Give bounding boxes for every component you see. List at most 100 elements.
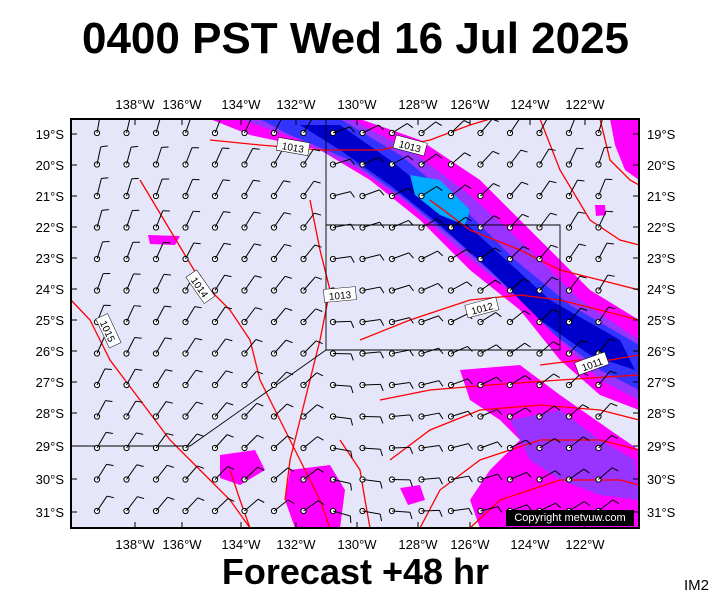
wind-barb bbox=[152, 464, 174, 483]
wind-barb bbox=[447, 507, 473, 515]
wind-barb bbox=[182, 147, 199, 168]
wind-barb bbox=[359, 381, 384, 392]
wind-barb bbox=[300, 119, 320, 137]
lat-label-left: 19°S bbox=[36, 127, 65, 142]
wind-barb bbox=[359, 350, 384, 359]
wind-barb bbox=[388, 381, 414, 389]
wind-barb bbox=[270, 339, 293, 357]
wind-barb bbox=[329, 350, 354, 361]
wind-barb bbox=[477, 506, 503, 515]
rain-band-extreme bbox=[410, 175, 470, 225]
lat-label-right: 29°S bbox=[647, 439, 676, 454]
wind-barb bbox=[241, 179, 261, 200]
wind-barb bbox=[506, 310, 531, 326]
image-code: IM2 bbox=[683, 577, 709, 594]
wind-barb bbox=[241, 434, 264, 452]
wind-barb bbox=[388, 349, 414, 357]
wind-barb bbox=[447, 152, 471, 168]
wind-barb bbox=[565, 436, 590, 452]
wind-barb bbox=[241, 211, 261, 231]
wind-barb bbox=[270, 371, 294, 389]
wind-barb bbox=[565, 275, 587, 294]
wind-barb bbox=[359, 444, 383, 457]
wind-barb bbox=[506, 213, 529, 231]
wind-barb bbox=[93, 209, 109, 231]
wind-barb bbox=[418, 412, 444, 420]
wind-barb bbox=[241, 339, 263, 357]
wind-barb bbox=[329, 476, 352, 491]
wind-barb bbox=[329, 413, 354, 426]
wind-barb bbox=[565, 339, 588, 357]
wind-barb bbox=[123, 209, 140, 231]
wind-barb bbox=[595, 306, 616, 326]
wind-barb bbox=[565, 211, 586, 231]
wind-barb bbox=[388, 317, 414, 326]
wind-barb bbox=[418, 444, 444, 452]
wind-barb bbox=[270, 403, 294, 420]
wind-barb bbox=[359, 507, 383, 522]
map-axes: 138°W 138°W 136°W 136°W 134°W 134°W 132°W 132°W… bbox=[36, 97, 676, 552]
wind-barb bbox=[536, 276, 559, 294]
wind-barb bbox=[595, 370, 617, 389]
copyright-badge: Copyright metvuw.com bbox=[506, 510, 634, 526]
wind-barb bbox=[359, 476, 383, 489]
wind-barb bbox=[447, 410, 473, 420]
wind-barb bbox=[300, 340, 323, 357]
wind-barb bbox=[152, 119, 161, 137]
wind-barb bbox=[447, 120, 471, 137]
rain-patch-northeast bbox=[610, 119, 639, 180]
wind-barb bbox=[182, 119, 191, 137]
isobar-label-5: 1013 bbox=[329, 290, 353, 303]
wind-barb bbox=[418, 476, 443, 485]
wind-barb bbox=[536, 470, 561, 483]
wind-barb bbox=[152, 273, 171, 294]
map-frame bbox=[70, 118, 640, 529]
wind-barb bbox=[211, 434, 234, 452]
wind-barb bbox=[447, 378, 473, 389]
wind-barb bbox=[93, 177, 109, 200]
wind-barb bbox=[418, 507, 443, 518]
wind-barb bbox=[241, 243, 262, 263]
wind-barb bbox=[152, 146, 169, 168]
lat-label-left: 21°S bbox=[36, 189, 65, 204]
wind-barb bbox=[211, 402, 234, 420]
wind-barb bbox=[270, 243, 292, 263]
wind-barb bbox=[477, 441, 503, 452]
wind-barb bbox=[241, 275, 262, 294]
wind-barb bbox=[241, 147, 260, 168]
lat-label-left: 26°S bbox=[36, 344, 65, 359]
wind-barb bbox=[595, 274, 615, 294]
rain-patch-south-1 bbox=[220, 450, 265, 485]
wind-barb bbox=[123, 336, 142, 357]
rain-patch-south-3 bbox=[400, 485, 425, 505]
wind-barb bbox=[595, 402, 618, 420]
wind-barb bbox=[477, 183, 500, 200]
lat-label-right: 24°S bbox=[647, 282, 676, 297]
wind-barb bbox=[152, 337, 172, 357]
wind-barb bbox=[241, 402, 264, 420]
lon-label-bottom: 124°W bbox=[510, 537, 550, 552]
lat-label-left: 25°S bbox=[36, 313, 65, 328]
wind-barb bbox=[241, 498, 265, 515]
wind-barb bbox=[211, 242, 231, 263]
wind-barb bbox=[388, 284, 414, 294]
wind-barb bbox=[506, 246, 530, 263]
lat-label-left: 24°S bbox=[36, 282, 65, 297]
wind-barb bbox=[447, 216, 472, 231]
wind-barb bbox=[300, 468, 325, 483]
wind-barb bbox=[93, 145, 108, 168]
wind-barb bbox=[329, 126, 355, 137]
lat-label-right: 31°S bbox=[647, 505, 676, 520]
wind-barb bbox=[359, 157, 385, 168]
wind-barb bbox=[447, 346, 473, 357]
wind-barb bbox=[270, 307, 293, 326]
lat-label-left: 22°S bbox=[36, 220, 65, 235]
wind-barb bbox=[241, 370, 264, 389]
lon-label-top: 138°W bbox=[115, 97, 155, 112]
wind-barb bbox=[300, 500, 325, 515]
lon-label-bottom: 128°W bbox=[398, 537, 438, 552]
wind-barb bbox=[388, 444, 414, 455]
wind-barb bbox=[300, 180, 321, 200]
wind-barb bbox=[182, 178, 200, 200]
